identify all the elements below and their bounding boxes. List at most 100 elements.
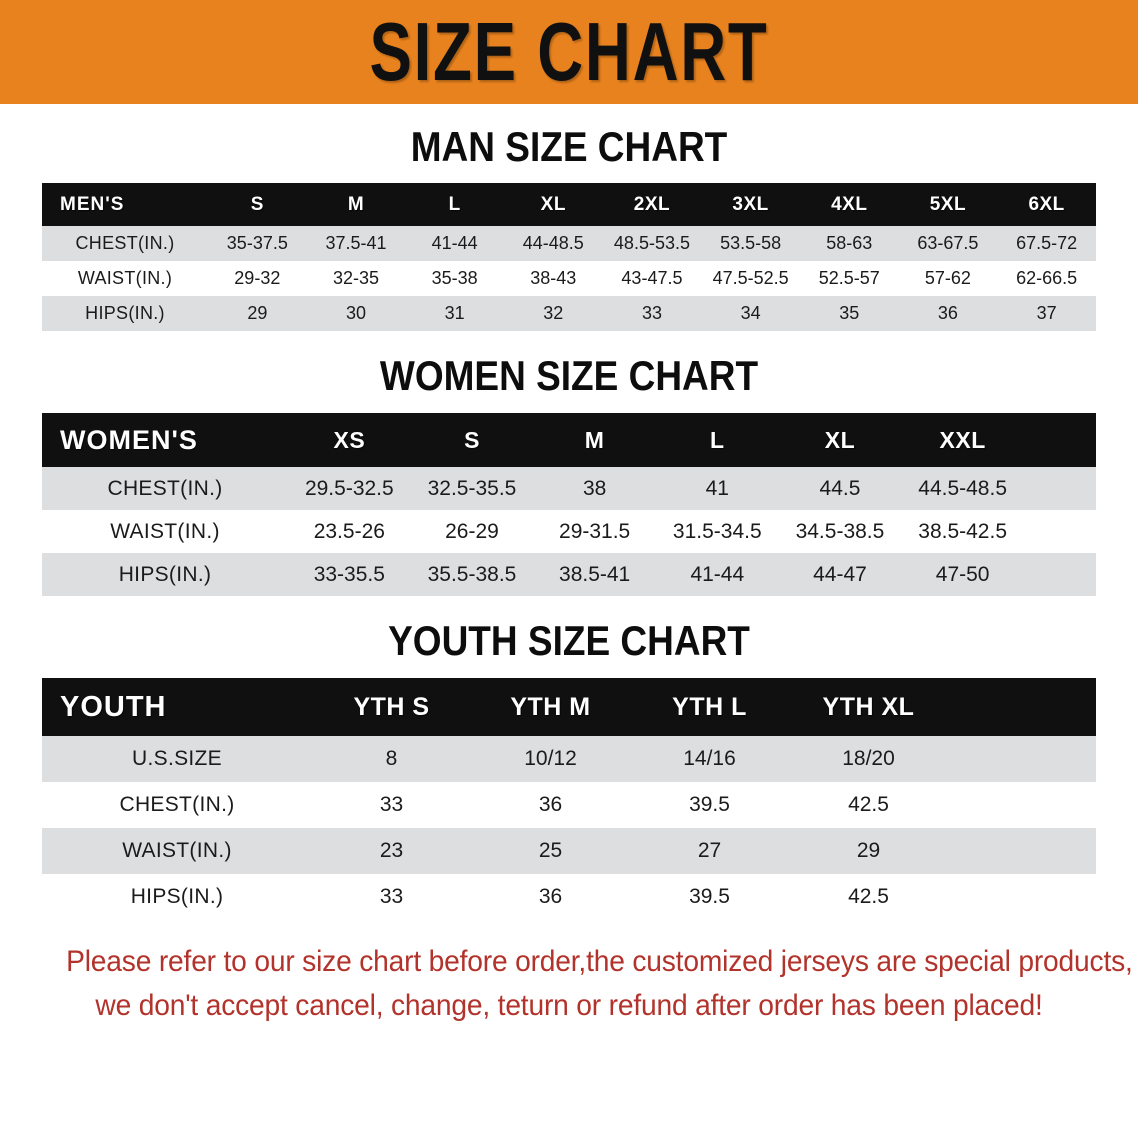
women-corner-label: WOMEN'S — [60, 424, 198, 455]
youth-col-spacer — [948, 678, 1096, 736]
table-cell: 41 — [705, 476, 729, 500]
youth-row-label-chest: CHEST(IN.) — [119, 793, 235, 816]
youth-row-label-hips: HIPS(IN.) — [130, 885, 224, 908]
table-cell: 33 — [379, 885, 404, 908]
man-col-xl: XL — [540, 193, 566, 215]
table-cell: 58-63 — [826, 233, 873, 253]
table-row: U.S.SIZE 8 10/12 14/16 18/20 — [42, 736, 1096, 782]
page-title: SIZE CHART — [369, 4, 769, 98]
table-cell-spacer — [1024, 553, 1096, 596]
women-col-xl: XL — [824, 426, 856, 453]
table-cell: 34.5-38.5 — [795, 519, 885, 543]
table-cell: 41-44 — [690, 562, 745, 586]
table-cell: 38-43 — [530, 268, 577, 288]
table-cell: 32.5-35.5 — [427, 476, 517, 500]
table-cell: 57-62 — [924, 268, 971, 288]
man-row-label-chest: CHEST(IN.) — [75, 233, 175, 253]
youth-table-head: YOUTH YTH S YTH M YTH L YTH XL — [42, 678, 1096, 736]
table-cell: 29 — [247, 303, 268, 323]
table-cell: 23 — [379, 839, 404, 862]
table-cell: 36 — [538, 793, 563, 816]
youth-col-s: YTH S — [353, 692, 430, 721]
women-table-head: WOMEN'S XS S M L XL XXL — [42, 413, 1096, 467]
youth-col-xl: YTH XL — [822, 692, 915, 721]
women-header-row: WOMEN'S XS S M L XL XXL — [42, 413, 1096, 467]
table-cell-spacer — [948, 736, 1096, 782]
table-row: HIPS(IN.) 33 36 39.5 42.5 — [42, 874, 1096, 920]
youth-table-body: U.S.SIZE 8 10/12 14/16 18/20 CHEST(IN.) … — [42, 736, 1096, 920]
table-cell: 47-50 — [935, 562, 990, 586]
table-cell: 35-38 — [431, 268, 478, 288]
table-cell: 29-32 — [234, 268, 281, 288]
table-cell: 37 — [1036, 303, 1057, 323]
man-col-3xl: 3XL — [732, 193, 769, 215]
table-cell-spacer — [1024, 510, 1096, 553]
table-row: HIPS(IN.) 33-35.5 35.5-38.5 38.5-41 41-4… — [42, 553, 1096, 596]
man-size-table-wrapper: MEN'S S M L XL 2XL 3XL 4XL 5XL 6XL CHEST… — [42, 183, 1096, 331]
table-row: CHEST(IN.) 35-37.5 37.5-41 41-44 44-48.5… — [42, 226, 1096, 261]
disclaimer-line-1: Please refer to our size chart before or… — [66, 945, 1133, 978]
table-cell: 33 — [641, 303, 662, 323]
man-table-body: CHEST(IN.) 35-37.5 37.5-41 41-44 44-48.5… — [42, 226, 1096, 331]
man-row-label-waist: WAIST(IN.) — [77, 268, 173, 288]
youth-col-m: YTH M — [510, 692, 591, 721]
table-cell: 34 — [740, 303, 761, 323]
youth-size-table-wrapper: YOUTH YTH S YTH M YTH L YTH XL U.S.SIZE … — [42, 678, 1096, 920]
table-cell: 42.5 — [848, 793, 889, 816]
man-col-4xl: 4XL — [831, 193, 868, 215]
women-col-xs: XS — [333, 426, 366, 453]
page-banner: SIZE CHART — [0, 0, 1138, 104]
table-cell: 62-66.5 — [1016, 268, 1078, 288]
table-row: HIPS(IN.) 29 30 31 32 33 34 35 36 37 — [42, 296, 1096, 331]
man-row-label-hips: HIPS(IN.) — [85, 303, 165, 323]
women-size-table: WOMEN'S XS S M L XL XXL CHEST(IN.) 29.5-… — [42, 413, 1096, 596]
youth-header-row: YOUTH YTH S YTH M YTH L YTH XL — [42, 678, 1096, 736]
table-cell: 27 — [697, 839, 722, 862]
table-cell: 25 — [538, 839, 563, 862]
table-row: CHEST(IN.) 29.5-32.5 32.5-35.5 38 41 44.… — [42, 467, 1096, 510]
man-header-row: MEN'S S M L XL 2XL 3XL 4XL 5XL 6XL — [42, 183, 1096, 226]
man-table-head: MEN'S S M L XL 2XL 3XL 4XL 5XL 6XL — [42, 183, 1096, 226]
youth-col-l: YTH L — [672, 692, 747, 721]
women-table-body: CHEST(IN.) 29.5-32.5 32.5-35.5 38 41 44.… — [42, 467, 1096, 596]
table-cell: 31 — [444, 303, 465, 323]
table-cell: 31.5-34.5 — [672, 519, 762, 543]
women-row-label-waist: WAIST(IN.) — [110, 519, 220, 543]
table-cell: 29 — [856, 839, 881, 862]
women-col-m: M — [584, 426, 605, 453]
table-cell: 36 — [937, 303, 958, 323]
table-cell: 26-29 — [445, 519, 499, 543]
man-col-m: M — [347, 193, 365, 215]
table-cell: 67.5-72 — [1016, 233, 1078, 253]
table-cell: 39.5 — [689, 885, 730, 908]
table-cell: 18/20 — [842, 747, 895, 770]
man-size-table: MEN'S S M L XL 2XL 3XL 4XL 5XL 6XL CHEST… — [42, 183, 1096, 331]
table-cell: 32-35 — [332, 268, 379, 288]
table-cell: 8 — [385, 747, 398, 770]
table-cell: 38 — [582, 476, 607, 500]
table-cell: 35 — [839, 303, 860, 323]
table-cell: 63-67.5 — [917, 233, 979, 253]
table-cell: 48.5-53.5 — [613, 233, 690, 253]
table-cell: 10/12 — [524, 747, 577, 770]
table-cell: 33 — [379, 793, 404, 816]
table-cell: 35-37.5 — [226, 233, 288, 253]
disclaimer-line-2: we don't accept cancel, change, teturn o… — [95, 988, 1043, 1022]
table-cell: 29-31.5 — [559, 519, 631, 543]
table-cell: 23.5-26 — [313, 519, 385, 543]
table-row: WAIST(IN.) 23.5-26 26-29 29-31.5 31.5-34… — [42, 510, 1096, 553]
table-cell: 32 — [543, 303, 564, 323]
table-cell: 43-47.5 — [621, 268, 683, 288]
table-cell: 47.5-52.5 — [712, 268, 789, 288]
table-cell: 38.5-42.5 — [918, 519, 1008, 543]
man-corner-label: MEN'S — [60, 193, 125, 215]
table-cell: 39.5 — [689, 793, 730, 816]
table-cell-spacer — [948, 828, 1096, 874]
table-cell: 52.5-57 — [818, 268, 880, 288]
table-cell: 42.5 — [848, 885, 889, 908]
size-chart-disclaimer: Please refer to our size chart before or… — [66, 940, 1133, 1027]
table-cell-spacer — [1024, 467, 1096, 510]
women-col-xxl: XXL — [939, 426, 986, 453]
table-cell: 44-48.5 — [522, 233, 584, 253]
man-col-l: L — [448, 193, 461, 215]
